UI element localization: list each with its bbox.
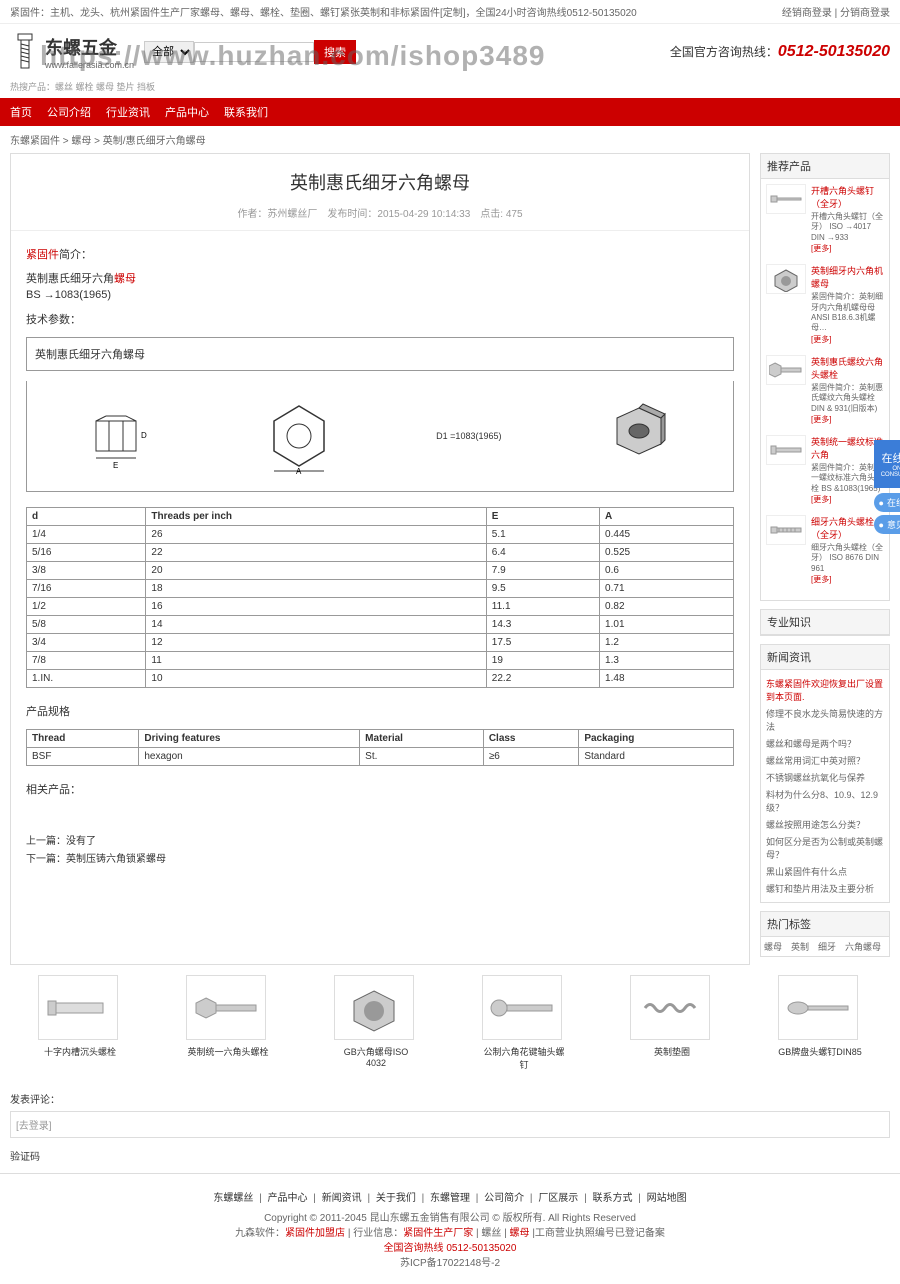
prev-link[interactable]: 没有了	[66, 836, 96, 847]
spec-table: dThreads per inch EA 1/4265.10.445 5/162…	[26, 507, 734, 688]
footer-link[interactable]: 东螺管理	[430, 1193, 470, 1204]
screw-icon	[10, 32, 40, 72]
footer-link[interactable]: 产品中心	[268, 1193, 308, 1204]
float-panel: 在线咨询 ONLINE CONSULTATION ● 在线客服 ● 意见/BUG…	[874, 440, 900, 537]
watermark-text: https://www.huzhan.com/ishop3489	[40, 40, 545, 72]
diagram-row: D E A D1 =1083(1965)	[26, 381, 734, 492]
copyright: Copyright © 2011-2045 昆山东螺五金销售有限公司 © 版权所…	[15, 1209, 885, 1224]
related-thumb-icon	[482, 975, 562, 1040]
recommend-item[interactable]: 细牙六角头螺栓（全牙）细牙六角头螺栓（全牙） ISO 8676 DIN 961[…	[766, 515, 884, 585]
footer-link[interactable]: 公司简介	[484, 1193, 524, 1204]
more-link[interactable]: [更多]	[811, 575, 831, 584]
product-thumb-icon	[766, 264, 806, 294]
related-thumb-icon	[334, 975, 414, 1040]
related-item[interactable]: 英制垫圈	[630, 975, 715, 1071]
hottags-title: 热门标签	[761, 912, 889, 937]
comment-title: 发表评论：	[10, 1091, 890, 1106]
topbar-left: 紧固件：主机、龙头、杭州紧固件生产厂家螺母、螺母、螺栓、垫圈、螺钉紧张英制和非标…	[10, 4, 637, 19]
news-item[interactable]: 螺丝常用词汇中英对照？	[766, 752, 884, 769]
news-item[interactable]: 东螺紧固件欢迎恢复出厂设置到本页面.	[766, 675, 884, 705]
footer-link[interactable]: 新闻资讯	[322, 1193, 362, 1204]
nav-contact[interactable]: 联系我们	[224, 104, 268, 120]
footer-link[interactable]: 厂区展示	[538, 1193, 578, 1204]
related-thumb-icon	[630, 975, 710, 1040]
hex-top-view-icon: A	[259, 396, 339, 476]
related-item[interactable]: GB牌盘头螺钉DIN85	[778, 975, 863, 1071]
topbar: 紧固件：主机、龙头、杭州紧固件生产厂家螺母、螺母、螺栓、垫圈、螺钉紧张英制和非标…	[0, 0, 900, 24]
hotline: 全国官方咨询热线：0512-50135020	[670, 43, 890, 61]
comment-login-hint[interactable]: [去登录]	[10, 1111, 890, 1138]
hex-3d-icon	[599, 396, 679, 476]
product-thumb-icon	[766, 184, 806, 214]
svg-text:D: D	[141, 431, 147, 440]
related-item[interactable]: 公制六角花键轴头螺钉	[482, 975, 567, 1071]
online-service-button[interactable]: ● 在线客服	[874, 493, 900, 512]
news-item[interactable]: 修理不良水龙头简易快速的方法	[766, 705, 884, 735]
product-name[interactable]: 开槽六角头螺钉（全牙）	[811, 184, 884, 210]
news-item[interactable]: 黑山紧固件有什么点	[766, 863, 884, 880]
consult-button[interactable]: 在线咨询 ONLINE CONSULTATION	[874, 440, 900, 488]
knowledge-title: 专业知识	[761, 610, 889, 635]
nav-about[interactable]: 公司介绍	[47, 104, 91, 120]
login-link[interactable]: 经销商登录	[782, 8, 832, 19]
news-item[interactable]: 螺钉和垫片用法及主要分析	[766, 880, 884, 897]
svg-text:E: E	[113, 461, 118, 470]
news-title: 新闻资讯	[761, 645, 889, 670]
product-spec-table: ThreadDriving features MaterialClassPack…	[26, 729, 734, 766]
footer-link[interactable]: 东螺螺丝	[213, 1193, 253, 1204]
product-name[interactable]: 英制惠氏螺纹六角头螺栓	[811, 355, 884, 381]
nav-news[interactable]: 行业资讯	[106, 104, 150, 120]
recommend-item[interactable]: 英制统一螺纹标准六角紧固件简介：英制统一螺纹标准六角头螺栓 BS &1083(1…	[766, 435, 884, 505]
link-nut[interactable]: 螺母	[114, 273, 136, 285]
svg-text:A: A	[296, 467, 302, 476]
more-link[interactable]: [更多]	[811, 244, 831, 253]
hex-side-view-icon: D E	[81, 396, 161, 476]
next-link[interactable]: 英制压铸六角锁紧螺母	[66, 854, 166, 865]
breadcrumb: 东螺紧固件 > 螺母 > 英制/惠氏细牙六角螺母	[0, 126, 900, 153]
feedback-button[interactable]: ● 意见/BUG反馈	[874, 515, 900, 534]
footer-link[interactable]: 联系方式	[592, 1193, 632, 1204]
related-thumb-icon	[778, 975, 858, 1040]
news-item[interactable]: 螺丝按照用途怎么分类？	[766, 816, 884, 833]
related-thumb-icon	[38, 975, 118, 1040]
news-item[interactable]: 螺丝和螺母是两个吗？	[766, 735, 884, 752]
footer-link[interactable]: 关于我们	[376, 1193, 416, 1204]
product-name[interactable]: 英制细牙内六角机螺母	[811, 264, 884, 290]
more-link[interactable]: [更多]	[811, 495, 831, 504]
product-thumb-icon	[766, 355, 806, 385]
product-thumb-icon	[766, 515, 806, 545]
related-thumb-icon	[186, 975, 266, 1040]
product-thumb-icon	[766, 435, 806, 465]
related-item[interactable]: GB六角螺母ISO 4032	[334, 975, 419, 1071]
recommend-item[interactable]: 开槽六角头螺钉（全牙）开槽六角头螺钉（全牙） ISO →4017 DIN →93…	[766, 184, 884, 254]
recommend-item[interactable]: 英制细牙内六角机螺母紧固件简介：英制细牙内六角机螺母母 ANSI B18.6.3…	[766, 264, 884, 345]
main-nav: 首页 公司介绍 行业资讯 产品中心 联系我们	[0, 98, 900, 126]
news-item[interactable]: 如何区分是否为公制或英制螺母？	[766, 833, 884, 863]
more-link[interactable]: [更多]	[811, 415, 831, 424]
news-item[interactable]: 不锈钢螺丝抗氧化与保养	[766, 769, 884, 786]
captcha-label: 验证码	[10, 1148, 890, 1163]
article-meta: 作者：苏州螺丝厂 发布时间：2015-04-29 10:14:33 点击: 47…	[11, 205, 749, 231]
news-item[interactable]: 料材为什么分8、10.9、12.9级？	[766, 786, 884, 816]
nav-products[interactable]: 产品中心	[165, 104, 209, 120]
footer-link[interactable]: 网站地图	[647, 1193, 687, 1204]
nav-home[interactable]: 首页	[10, 104, 32, 120]
related-item[interactable]: 英制统一六角头螺栓	[186, 975, 271, 1071]
recommend-title: 推荐产品	[761, 154, 889, 179]
tag-list: 螺母 英制 细牙 六角螺母	[761, 937, 889, 956]
recommend-item[interactable]: 英制惠氏螺纹六角头螺栓紧固件简介：英制惠氏螺纹六角头螺栓 DIN & 931(旧…	[766, 355, 884, 425]
more-link[interactable]: [更多]	[811, 335, 831, 344]
article-title: 英制惠氏细牙六角螺母	[11, 154, 749, 205]
agent-link[interactable]: 分销商登录	[840, 8, 890, 19]
hot-keywords: 热搜产品：螺丝 螺栓 螺母 垫片 挡板	[0, 80, 900, 98]
related-item[interactable]: 十字内槽沉头螺栓	[38, 975, 123, 1071]
